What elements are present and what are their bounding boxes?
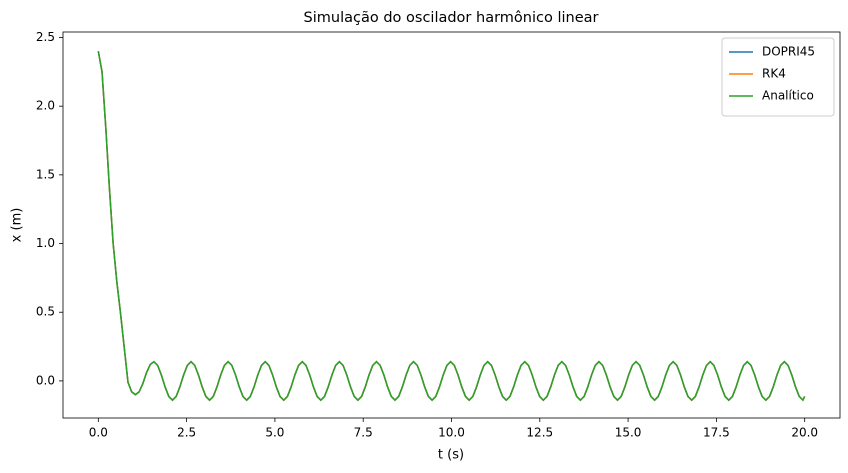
y-tick-label: 1.0 <box>36 236 55 250</box>
x-tick-label: 15.0 <box>615 426 642 440</box>
legend-label: DOPRI45 <box>762 45 815 59</box>
x-tick-label: 2.5 <box>177 426 196 440</box>
chart-title: Simulação do oscilador harmônico linear <box>304 10 599 26</box>
legend-label: RK4 <box>762 67 786 81</box>
y-tick-label: 2.0 <box>36 99 55 113</box>
x-tick-label: 7.5 <box>354 426 373 440</box>
x-tick-label: 10.0 <box>438 426 465 440</box>
x-tick-label: 20.0 <box>791 426 818 440</box>
x-axis-label: t (s) <box>438 448 464 463</box>
series-line <box>97 51 806 402</box>
y-tick-label: 2.5 <box>36 30 55 44</box>
x-tick-label: 17.5 <box>703 426 730 440</box>
series-line <box>97 51 806 402</box>
plot-frame <box>62 31 841 419</box>
y-tick-label: 1.5 <box>36 167 55 181</box>
legend-label: Analítico <box>762 89 814 103</box>
y-tick-label: 0.0 <box>36 373 55 387</box>
x-tick-label: 12.5 <box>526 426 553 440</box>
y-tick-label: 0.5 <box>36 305 55 319</box>
series-line <box>97 51 806 402</box>
x-tick-label: 5.0 <box>265 426 284 440</box>
y-axis-label: x (m) <box>10 208 25 243</box>
x-tick-label: 0.0 <box>89 426 108 440</box>
